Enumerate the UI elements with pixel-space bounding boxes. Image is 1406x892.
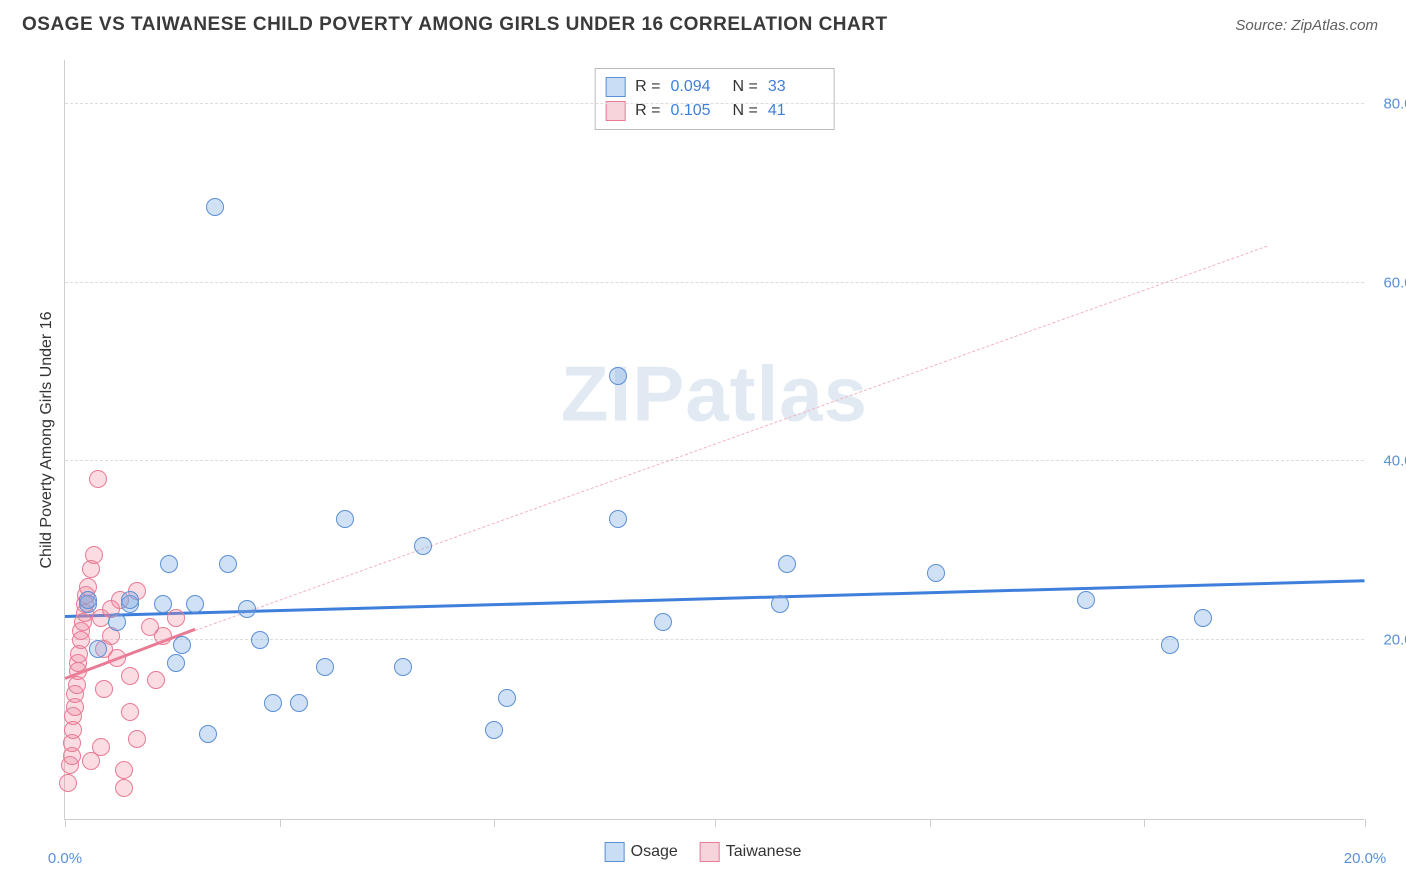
data-point — [160, 555, 178, 573]
x-tick — [280, 819, 281, 827]
legend-swatch — [605, 101, 625, 121]
data-point — [108, 613, 126, 631]
stat-r-label: R = — [635, 102, 660, 120]
data-point — [108, 649, 126, 667]
correlation-stats-box: R = 0.094 N = 33 R = 0.105 N = 41 — [594, 68, 835, 130]
data-point — [115, 761, 133, 779]
data-point — [95, 680, 113, 698]
stat-r-value: 0.105 — [671, 102, 723, 120]
chart-title: OSAGE VS TAIWANESE CHILD POVERTY AMONG G… — [22, 14, 888, 36]
data-point — [927, 564, 945, 582]
data-point — [89, 640, 107, 658]
x-tick — [1365, 819, 1366, 827]
data-point — [92, 738, 110, 756]
y-tick-label: 60.0% — [1383, 274, 1406, 291]
chart-container: Child Poverty Among Girls Under 16 ZIPat… — [22, 48, 1384, 868]
data-point — [1194, 609, 1212, 627]
data-point — [336, 510, 354, 528]
trend-line — [195, 246, 1268, 631]
data-point — [154, 595, 172, 613]
x-tick — [715, 819, 716, 827]
y-tick-label: 80.0% — [1383, 95, 1406, 112]
legend-bottom: Osage Taiwanese — [605, 842, 802, 862]
legend-swatch — [700, 842, 720, 862]
legend-item: Osage — [605, 842, 678, 862]
data-point — [609, 367, 627, 385]
data-point — [206, 198, 224, 216]
data-point — [167, 654, 185, 672]
gridline-horizontal — [65, 103, 1364, 104]
data-point — [238, 600, 256, 618]
x-tick-label: 0.0% — [48, 850, 82, 867]
data-point — [219, 555, 237, 573]
gridline-horizontal — [65, 460, 1364, 461]
stat-n-value: 41 — [768, 102, 820, 120]
x-tick — [65, 819, 66, 827]
data-point — [609, 510, 627, 528]
stat-n-value: 33 — [768, 78, 820, 96]
stats-row: R = 0.094 N = 33 — [605, 75, 820, 99]
x-tick — [930, 819, 931, 827]
data-point — [498, 689, 516, 707]
stat-r-label: R = — [635, 78, 660, 96]
legend-item: Taiwanese — [700, 842, 802, 862]
data-point — [414, 537, 432, 555]
stat-r-value: 0.094 — [671, 78, 723, 96]
stat-n-label: N = — [733, 102, 758, 120]
x-tick-label: 20.0% — [1344, 850, 1387, 867]
stat-n-label: N = — [733, 78, 758, 96]
data-point — [59, 774, 77, 792]
data-point — [85, 546, 103, 564]
y-tick-label: 40.0% — [1383, 453, 1406, 470]
data-point — [147, 671, 165, 689]
data-point — [251, 631, 269, 649]
watermark: ZIPatlas — [561, 348, 868, 439]
legend-label: Osage — [631, 843, 678, 860]
data-point — [128, 730, 146, 748]
data-point — [115, 779, 133, 797]
data-point — [89, 470, 107, 488]
data-point — [778, 555, 796, 573]
data-point — [167, 609, 185, 627]
y-axis-label: Child Poverty Among Girls Under 16 — [38, 311, 56, 568]
plot-area: Child Poverty Among Girls Under 16 ZIPat… — [64, 60, 1364, 820]
x-tick — [1144, 819, 1145, 827]
data-point — [186, 595, 204, 613]
data-point — [1077, 591, 1095, 609]
y-tick-label: 20.0% — [1383, 632, 1406, 649]
x-tick — [494, 819, 495, 827]
legend-swatch — [605, 77, 625, 97]
data-point — [1161, 636, 1179, 654]
data-point — [121, 591, 139, 609]
data-point — [121, 703, 139, 721]
legend-label: Taiwanese — [726, 843, 802, 860]
data-point — [79, 591, 97, 609]
data-point — [394, 658, 412, 676]
trend-line — [65, 579, 1365, 618]
data-point — [316, 658, 334, 676]
chart-header: OSAGE VS TAIWANESE CHILD POVERTY AMONG G… — [0, 0, 1406, 46]
legend-swatch — [605, 842, 625, 862]
data-point — [199, 725, 217, 743]
data-point — [264, 694, 282, 712]
data-point — [173, 636, 191, 654]
chart-source: Source: ZipAtlas.com — [1235, 17, 1378, 34]
data-point — [154, 627, 172, 645]
data-point — [654, 613, 672, 631]
data-point — [485, 721, 503, 739]
data-point — [121, 667, 139, 685]
data-point — [290, 694, 308, 712]
data-point — [771, 595, 789, 613]
